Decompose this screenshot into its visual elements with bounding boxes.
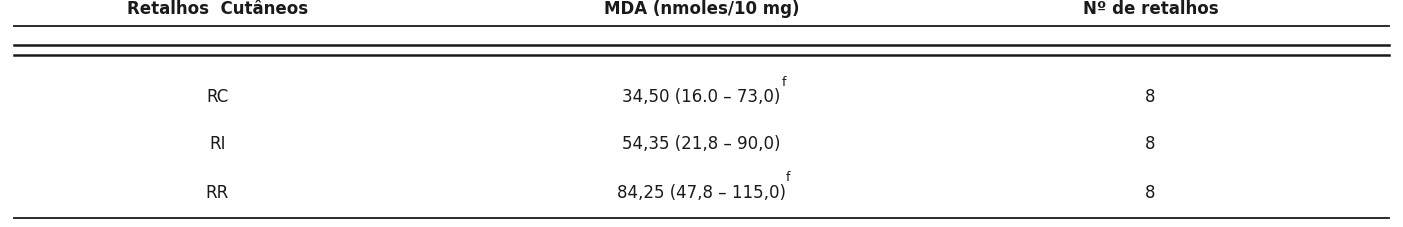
Text: RI: RI — [209, 134, 226, 152]
Text: 8: 8 — [1145, 183, 1156, 201]
Text: 54,35 (21,8 – 90,0): 54,35 (21,8 – 90,0) — [623, 134, 780, 152]
Text: 34,50 (16.0 – 73,0): 34,50 (16.0 – 73,0) — [623, 88, 780, 105]
Text: 8: 8 — [1145, 134, 1156, 152]
Text: f: f — [786, 170, 790, 184]
Text: MDA (nmoles/10 mg): MDA (nmoles/10 mg) — [603, 0, 800, 18]
Text: f: f — [781, 75, 786, 88]
Text: 8: 8 — [1145, 88, 1156, 105]
Text: RR: RR — [206, 183, 229, 201]
Text: Retalhos  Cutâneos: Retalhos Cutâneos — [126, 0, 309, 18]
Text: Nº de retalhos: Nº de retalhos — [1083, 0, 1218, 18]
Text: RC: RC — [206, 88, 229, 105]
Text: 84,25 (47,8 – 115,0): 84,25 (47,8 – 115,0) — [617, 183, 786, 201]
